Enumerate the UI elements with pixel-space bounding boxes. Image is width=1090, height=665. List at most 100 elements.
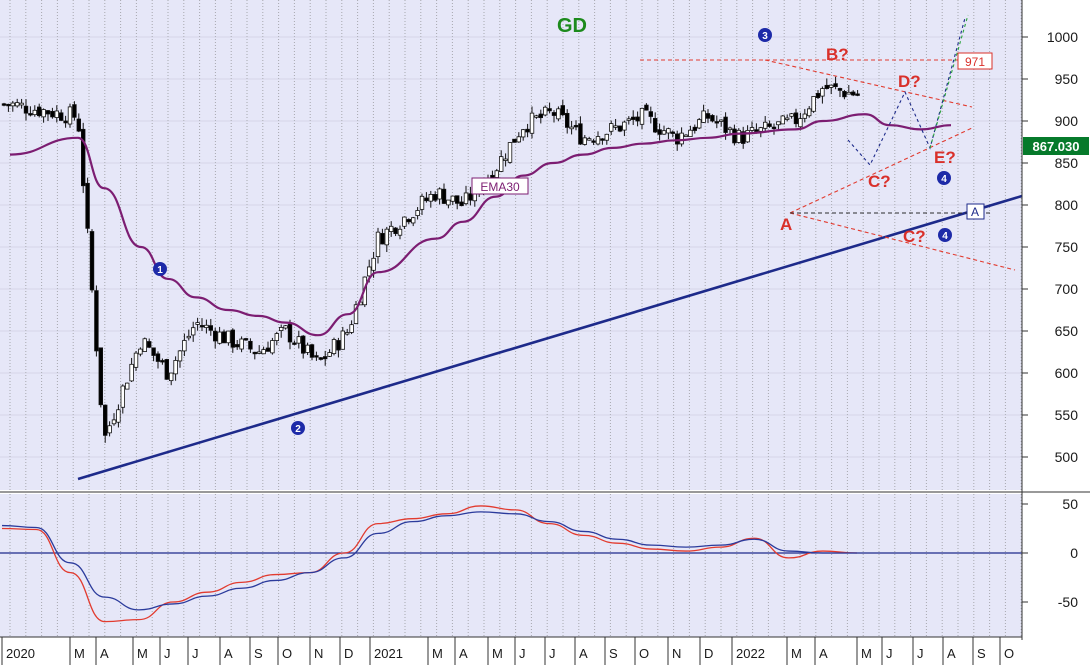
svg-text:C?: C? xyxy=(903,227,926,246)
candle-body xyxy=(525,128,530,133)
candle-body xyxy=(384,228,389,246)
candle-body xyxy=(388,225,394,232)
candle-body xyxy=(76,118,81,132)
candlesticks xyxy=(1,76,860,443)
ema-label-box xyxy=(471,177,529,195)
candle-body xyxy=(111,419,117,425)
candle-body xyxy=(1,103,7,106)
date-tick-label: J xyxy=(549,646,556,661)
candle-body xyxy=(28,113,33,116)
candle-body xyxy=(613,125,618,128)
candle-body xyxy=(842,91,847,98)
candle-body xyxy=(441,188,447,204)
candle-body xyxy=(221,331,227,344)
oscillator-main-line xyxy=(1,511,857,611)
price-tick-label: 1000 xyxy=(1047,29,1078,45)
candle-body xyxy=(749,127,755,131)
candle-body xyxy=(534,115,539,118)
candle-body xyxy=(529,112,535,134)
candle-body xyxy=(322,356,328,360)
candle-body xyxy=(780,115,785,125)
candle-body xyxy=(622,121,627,131)
candle-body xyxy=(177,350,183,362)
candle-body xyxy=(94,290,99,352)
candle-body xyxy=(234,344,240,348)
price-tick-label: 900 xyxy=(1055,113,1079,129)
date-tick-label: O xyxy=(639,646,649,661)
svg-text:E?: E? xyxy=(934,148,956,167)
candle-body xyxy=(741,131,746,144)
date-tick-label: J xyxy=(164,646,171,661)
svg-text:4: 4 xyxy=(941,174,947,185)
candle-body xyxy=(503,158,508,161)
candle-body xyxy=(37,106,42,117)
candle-body xyxy=(745,130,750,143)
ema-label: EMA30 xyxy=(480,180,520,194)
svg-text:C?: C? xyxy=(868,172,891,191)
candle-body xyxy=(670,131,675,134)
candle-body xyxy=(837,88,843,91)
level-971-label: 971 xyxy=(965,55,985,69)
candle-body xyxy=(789,113,794,117)
candle-body xyxy=(116,409,121,423)
candle-body xyxy=(314,355,319,358)
candle-body xyxy=(824,84,829,89)
candle-body xyxy=(415,210,420,216)
candle-body xyxy=(560,105,565,116)
candle-body xyxy=(252,351,257,355)
candle-body xyxy=(732,128,737,144)
candle-body xyxy=(199,325,205,328)
candle-body xyxy=(683,134,689,137)
candle-body xyxy=(635,116,640,122)
candle-body xyxy=(494,170,499,178)
candle-body xyxy=(692,126,697,131)
candle-body xyxy=(767,123,772,127)
candle-body xyxy=(226,330,231,344)
candle-body xyxy=(125,382,130,390)
svg-text:D?: D? xyxy=(898,72,921,91)
candle-body xyxy=(406,219,411,223)
candle-body xyxy=(600,138,605,141)
candle-body xyxy=(72,104,77,118)
price-tick-label: 950 xyxy=(1055,71,1079,87)
candle-body xyxy=(798,118,803,128)
candle-body xyxy=(609,123,614,132)
date-axis-ticks: 2020 M A M J J A S O N D 2021 M A M J J A S O N D 2022 M A M J J A S O xyxy=(1,637,1014,665)
candle-body xyxy=(538,113,543,119)
date-tick-label: N xyxy=(314,646,323,661)
candle-body xyxy=(565,112,570,128)
candle-body xyxy=(661,130,667,135)
candle-body xyxy=(45,110,51,115)
svg-text:3: 3 xyxy=(762,31,768,42)
candle-body xyxy=(714,121,719,124)
candle-body xyxy=(582,137,587,145)
candle-body xyxy=(851,91,856,96)
candle-body xyxy=(173,360,178,375)
candle-body xyxy=(595,136,601,145)
chart-title: GD xyxy=(557,15,587,37)
candle-body xyxy=(569,126,574,130)
candle-body xyxy=(239,338,244,350)
candle-body xyxy=(54,110,59,118)
candle-body xyxy=(243,338,249,341)
candle-body xyxy=(292,342,297,345)
candle-body xyxy=(432,194,438,201)
price-tick-label: 650 xyxy=(1055,323,1079,339)
date-tick-label: M xyxy=(861,646,872,661)
candle-body xyxy=(705,113,711,119)
date-tick-label: A xyxy=(100,646,109,661)
candle-body xyxy=(785,117,790,120)
wave-annotations: A B? C? D? E? C? xyxy=(780,45,956,246)
level-971-box xyxy=(957,52,993,70)
candle-body xyxy=(120,385,125,408)
candle-body xyxy=(437,188,442,200)
candle-body xyxy=(195,322,200,325)
candle-body xyxy=(727,127,733,131)
price-axis-ticks: 500 550 600 650 700 750 800 850 900 950 1000 xyxy=(1022,29,1078,465)
candle-body xyxy=(151,347,156,356)
candle-body xyxy=(63,120,68,124)
oscillator-tick-label: 0 xyxy=(1070,545,1078,561)
candle-body xyxy=(261,349,266,355)
candle-body xyxy=(776,121,781,126)
price-panel xyxy=(0,0,1022,490)
